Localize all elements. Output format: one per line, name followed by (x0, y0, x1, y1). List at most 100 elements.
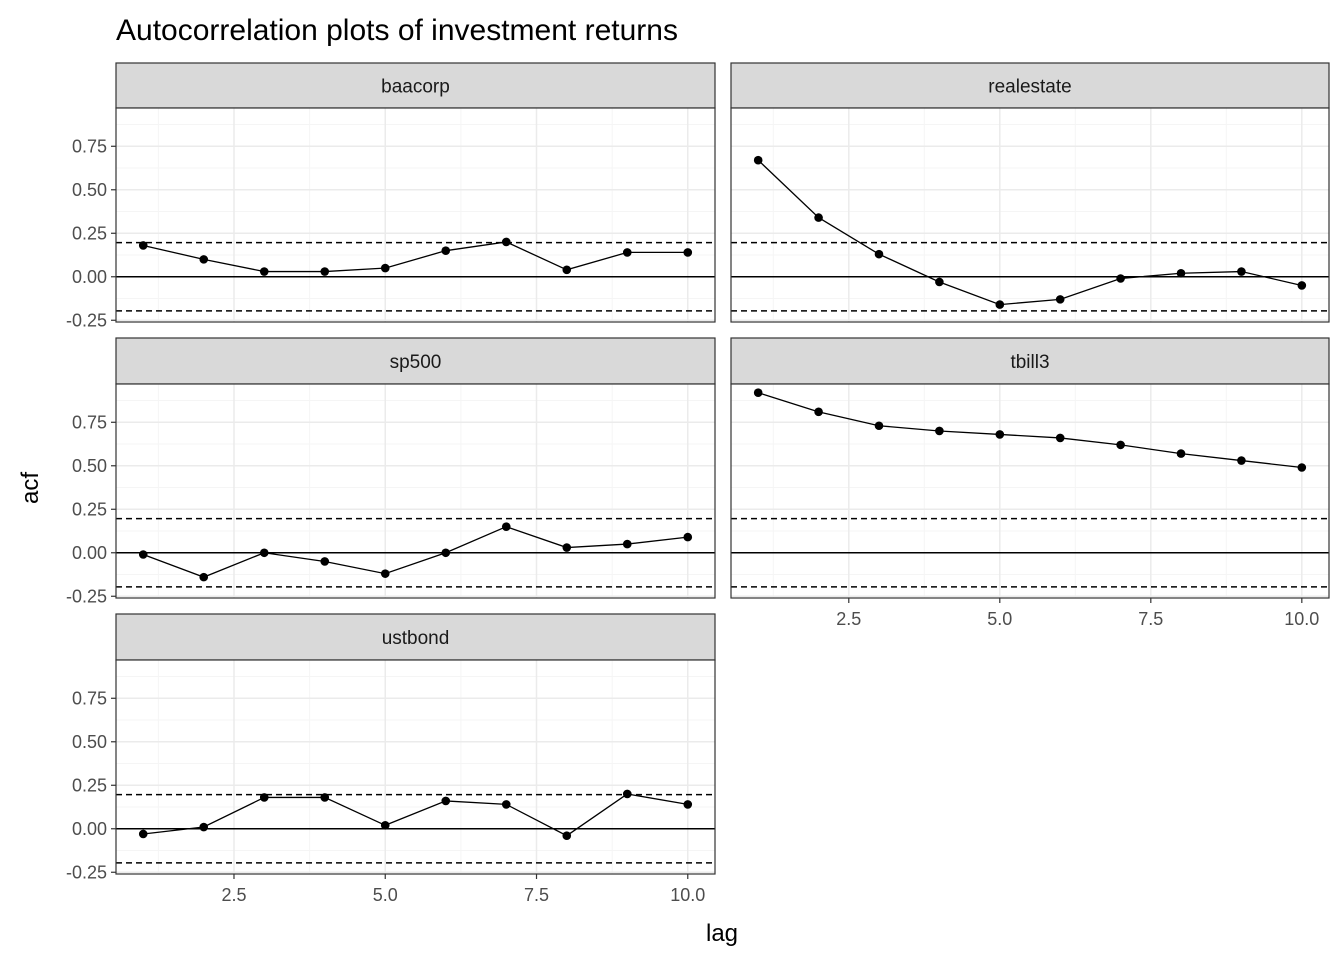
y-tick-label: 0.75 (72, 688, 107, 708)
series-line-realestate (757, 159, 1302, 306)
data-point (138, 241, 148, 250)
data-point (1297, 281, 1307, 290)
data-point (259, 548, 269, 558)
data-point (562, 265, 572, 275)
facet-strip-label: baacorp (381, 77, 450, 98)
data-point (1237, 267, 1246, 276)
data-point (622, 248, 632, 257)
series-line-sp500 (143, 525, 688, 578)
facet-strip (115, 613, 716, 661)
facet-strip (730, 62, 1330, 109)
x-tick-label: 7.5 (524, 885, 549, 905)
data-point (1055, 433, 1065, 443)
data-point (1116, 440, 1125, 450)
panel-border (730, 383, 1330, 599)
data-point (501, 522, 511, 531)
facet-strip-label: ustbond (382, 628, 450, 649)
data-point (1055, 295, 1065, 304)
data-point (935, 426, 944, 436)
x-tick-label: 7.5 (1138, 609, 1163, 629)
facet-strip (115, 337, 716, 385)
panel-border (115, 383, 716, 599)
data-point (814, 407, 823, 417)
data-point (441, 246, 451, 255)
x-tick-label: 5.0 (373, 885, 398, 905)
facet-panels: baacorp -0.25 0.00 0.25 0.50 0.75 realestate sp… (66, 62, 1330, 905)
data-point (138, 550, 148, 559)
x-tick-label: 2.5 (221, 885, 246, 905)
x-axis-title: lag (706, 920, 738, 947)
data-point (995, 300, 1005, 309)
data-point (683, 532, 693, 542)
data-point (501, 237, 511, 247)
data-point (1176, 449, 1186, 458)
facet-realestate: realestate (730, 62, 1330, 323)
data-point (622, 539, 632, 549)
data-point (562, 831, 572, 841)
facet-baacorp: baacorp -0.25 0.00 0.25 0.50 0.75 (66, 62, 716, 330)
y-tick-label: 0.25 (72, 775, 107, 795)
facet-strip (115, 62, 716, 109)
data-point (1116, 274, 1125, 283)
x-tick-label: 10.0 (670, 885, 705, 905)
panel-background (116, 384, 715, 598)
data-point (320, 267, 330, 276)
y-tick-label: -0.25 (66, 310, 107, 330)
panel-background (116, 108, 715, 322)
data-point (814, 213, 823, 222)
data-point (935, 277, 944, 287)
data-point (199, 572, 209, 582)
panel-border (115, 107, 716, 323)
data-point (320, 793, 330, 802)
y-tick-label: 0.00 (72, 819, 107, 839)
y-tick-label: -0.25 (66, 586, 107, 606)
data-point (874, 421, 884, 431)
y-tick-label: 0.25 (72, 499, 107, 519)
data-point (259, 267, 269, 276)
series-line-ustbond (143, 793, 688, 837)
data-point (441, 548, 451, 558)
x-tick-label: 10.0 (1284, 609, 1319, 629)
y-tick-label: 0.50 (72, 732, 107, 752)
data-point (1176, 268, 1186, 278)
panel-background (731, 108, 1329, 322)
data-point (380, 263, 390, 273)
data-point (138, 829, 148, 839)
panel-background (116, 660, 715, 874)
facet-strip-label: tbill3 (1010, 352, 1049, 373)
series-line-tbill3 (757, 392, 1302, 469)
facet-tbill3: tbill3 2.5 5.0 7.5 10.0 (730, 337, 1330, 629)
y-tick-label: 0.00 (72, 543, 107, 563)
data-point (259, 793, 269, 802)
facet-strip-label: realestate (988, 77, 1071, 98)
x-tick-label: 2.5 (836, 609, 861, 629)
panel-border (730, 107, 1330, 323)
data-point (753, 388, 763, 397)
data-point (441, 796, 451, 806)
facet-strip (730, 337, 1330, 385)
facet-strip-label: sp500 (390, 352, 442, 373)
x-tick-label: 5.0 (987, 609, 1012, 629)
y-axis-title: acf (17, 472, 44, 504)
data-point (622, 789, 632, 799)
data-point (874, 249, 884, 259)
panel-border (115, 659, 716, 875)
y-tick-label: 0.50 (72, 180, 107, 200)
y-tick-label: 0.00 (72, 267, 107, 287)
data-point (1237, 456, 1246, 465)
facet-sp500: sp500 -0.25 0.00 0.25 0.50 0.75 (66, 337, 716, 606)
data-point (501, 800, 511, 809)
data-point (562, 543, 572, 552)
facet-ustbond: ustbond -0.25 0.00 0.25 0.50 0.75 2.5 5.0 7.5 10.… (66, 613, 716, 905)
chart-title: Autocorrelation plots of investment retu… (116, 14, 678, 47)
data-point (753, 155, 763, 165)
panel-background (731, 384, 1329, 598)
series-line-baacorp (143, 241, 688, 273)
data-point (995, 430, 1005, 439)
y-tick-label: 0.75 (72, 412, 107, 432)
y-tick-label: 0.25 (72, 223, 107, 243)
data-point (683, 800, 693, 809)
data-point (683, 248, 693, 257)
data-point (199, 255, 209, 264)
